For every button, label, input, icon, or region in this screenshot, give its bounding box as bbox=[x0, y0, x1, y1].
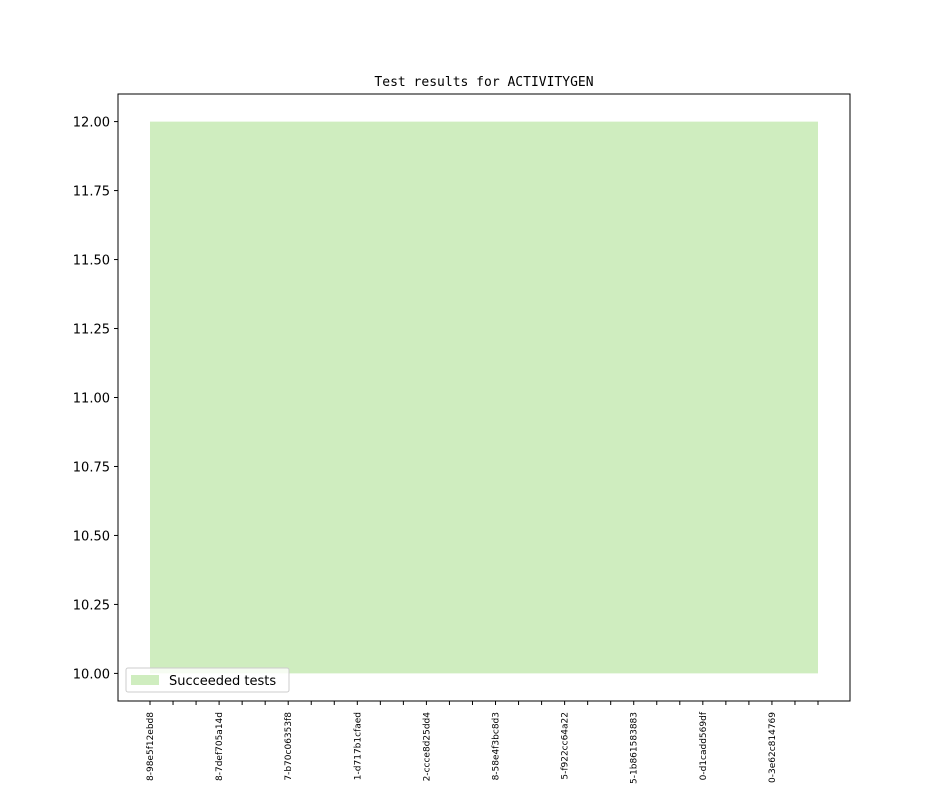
x-tick-label: 8-7def705a14d bbox=[215, 712, 225, 781]
legend-swatch bbox=[131, 675, 159, 685]
x-tick-label: 2-ccce8d25dd4 bbox=[422, 712, 432, 782]
legend-label: Succeeded tests bbox=[169, 674, 276, 689]
x-tick-label: 0-d1cadd569df bbox=[699, 711, 709, 780]
y-tick-label: 10.50 bbox=[73, 529, 110, 544]
x-tick-label: 0-3e62c814769 bbox=[768, 712, 778, 783]
y-tick-label: 11.25 bbox=[73, 323, 110, 338]
chart-title: Test results for ACTIVITYGEN bbox=[374, 75, 593, 90]
y-tick-label: 11.75 bbox=[73, 185, 110, 200]
y-tick-label: 10.75 bbox=[73, 460, 110, 475]
x-tick-label: 7-b70c06353f8 bbox=[284, 712, 294, 781]
x-tick-label: 8-58e4f3bc8d3 bbox=[492, 712, 502, 780]
y-tick-label: 11.00 bbox=[73, 392, 110, 407]
y-tick-label: 11.50 bbox=[73, 254, 110, 269]
x-tick-label: 5-1b861583883 bbox=[630, 712, 640, 784]
x-tick-label: 5-f922cc64a22 bbox=[561, 712, 571, 780]
y-tick-label: 10.25 bbox=[73, 598, 110, 613]
y-tick-label: 10.00 bbox=[73, 667, 110, 682]
y-tick-label: 12.00 bbox=[73, 116, 110, 131]
x-tick-label: 8-98e5f12ebd8 bbox=[146, 712, 156, 781]
legend-box bbox=[125, 667, 290, 693]
x-tick-label: 1-d717b1cfaed bbox=[353, 712, 363, 780]
area bbox=[150, 121, 818, 674]
